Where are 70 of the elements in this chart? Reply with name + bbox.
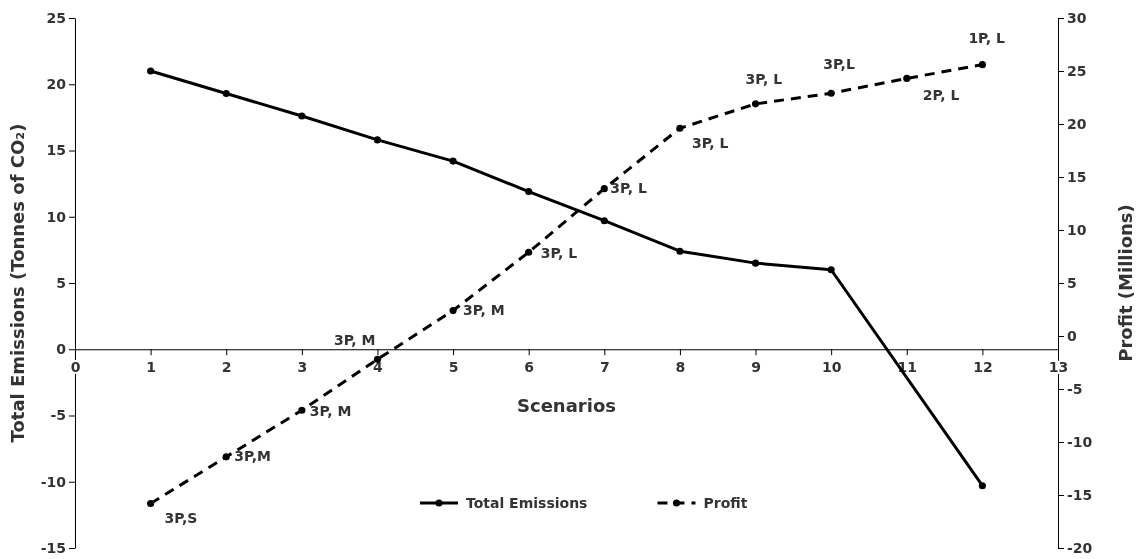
y2-tick-label: -20 — [1067, 539, 1093, 556]
annotation: 3P, M — [463, 301, 505, 318]
y2-tick-label: 15 — [1067, 168, 1087, 185]
point — [222, 453, 230, 461]
annotation: 3P, L — [540, 245, 578, 262]
y-tick-label: -5 — [50, 407, 66, 424]
point — [827, 266, 835, 274]
y2-tick-label: 0 — [1067, 327, 1077, 344]
y-tick-label: 10 — [46, 208, 67, 225]
x-tick-label: 7 — [599, 358, 610, 375]
annotation: 3P, L — [691, 135, 729, 152]
y-tick-label: 0 — [56, 341, 67, 358]
y2-tick-label: 5 — [1067, 274, 1077, 291]
x-tick-label: 4 — [373, 358, 384, 375]
point — [298, 406, 306, 414]
x-tick-label: 8 — [675, 358, 686, 375]
point — [525, 248, 533, 256]
point — [147, 499, 155, 508]
y2-tick-label: -5 — [1067, 380, 1083, 397]
x-axis-title: Scenarios — [517, 395, 616, 417]
point — [978, 482, 986, 490]
x-tick-label: 3 — [297, 358, 308, 375]
point — [600, 217, 608, 225]
y-tick-label: -10 — [40, 473, 67, 490]
point — [600, 185, 608, 193]
x-tick-label: 12 — [973, 358, 993, 375]
annotation: 3P,L — [823, 56, 855, 73]
y-tick-label: 5 — [56, 274, 66, 291]
point — [525, 188, 533, 196]
y-tick-label: -15 — [40, 539, 66, 556]
point — [827, 89, 835, 97]
x-tick-label: 10 — [821, 358, 842, 375]
y-tick-label: 25 — [46, 9, 66, 26]
point — [373, 136, 382, 144]
point — [449, 157, 457, 165]
y-axis-title: Total Emissions (Tonnes of CO₂) — [7, 123, 28, 443]
annotation: 3P,M — [234, 447, 271, 464]
y-tick-label: 15 — [46, 142, 66, 159]
point — [978, 61, 986, 69]
x-tick-label: 9 — [751, 358, 761, 375]
point — [222, 89, 230, 98]
x-tick-label: 2 — [221, 358, 232, 375]
point — [449, 307, 457, 315]
point — [676, 247, 684, 255]
annotation: 3P, L — [745, 70, 783, 87]
annotation: 3P, M — [309, 403, 352, 420]
x-tick-label: 5 — [448, 358, 459, 375]
x-tick-label: 1 — [146, 358, 156, 375]
y2-tick-label: 20 — [1067, 115, 1087, 132]
annotation: 3P, M — [333, 332, 376, 349]
annotation: 2P, L — [922, 87, 960, 104]
point — [751, 100, 760, 108]
y2-tick-label: 10 — [1067, 221, 1087, 238]
point — [298, 112, 306, 120]
y2-tick-label: 30 — [1067, 9, 1087, 26]
legend-label: Total Emissions — [466, 495, 588, 511]
y2-tick-label: 25 — [1067, 62, 1087, 79]
legend-label: Profit — [703, 495, 748, 511]
y2-tick-label: -10 — [1067, 433, 1093, 450]
point — [751, 259, 760, 267]
y-tick-label: 20 — [46, 76, 67, 93]
y2-tick-label: -15 — [1067, 486, 1093, 503]
point — [676, 124, 684, 132]
annotation: 1P, L — [968, 29, 1006, 46]
point — [903, 74, 911, 82]
annotation: 3P,S — [164, 510, 198, 527]
y2-axis-title: Profit (Millions) — [1115, 204, 1136, 362]
point — [147, 67, 155, 75]
x-tick-label: 6 — [524, 358, 535, 375]
annotation: 3P, L — [610, 179, 647, 196]
